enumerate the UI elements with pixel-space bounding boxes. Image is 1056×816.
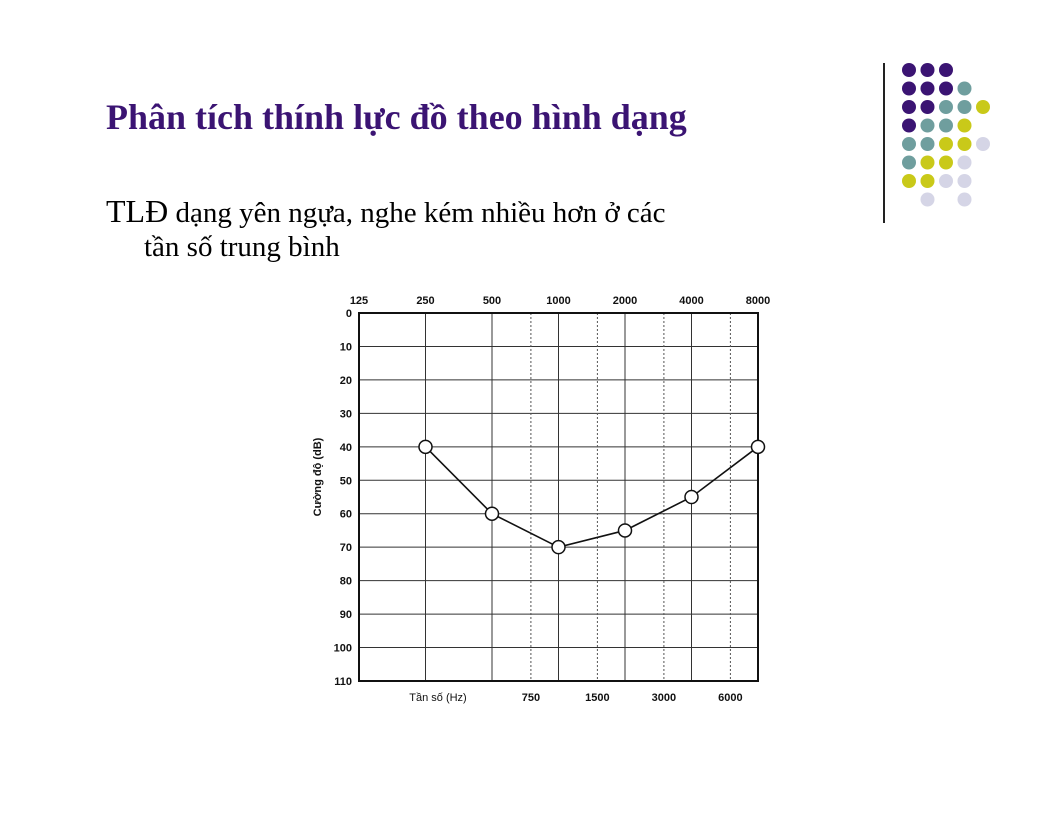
bullet-text-line2: tần số trung bình — [144, 231, 340, 263]
decor-dot — [920, 137, 935, 151]
decor-dot — [976, 100, 990, 114]
y-tick-label: 40 — [340, 442, 352, 454]
decor-dot — [902, 174, 916, 188]
bullet-text: TLĐ dạng yên ngựa, nghe kém nhiều hơn ở … — [106, 194, 806, 264]
decor-dot — [939, 174, 953, 188]
bottom-tick-label: 3000 — [652, 692, 676, 704]
decor-dot — [976, 137, 990, 151]
y-tick-label: 0 — [346, 308, 352, 320]
decor-dot — [920, 192, 935, 207]
plot-frame — [358, 312, 759, 682]
decor-dot — [939, 137, 953, 151]
decor-dot — [902, 137, 916, 151]
y-tick-label: 80 — [340, 576, 352, 588]
data-points — [418, 439, 766, 555]
data-point — [418, 439, 433, 455]
bottom-tick-label: 6000 — [718, 692, 742, 704]
y-tick-label: 90 — [340, 609, 352, 621]
top-tick-label: 4000 — [679, 295, 703, 307]
decor-dot-grid — [902, 63, 990, 207]
data-point — [551, 539, 566, 555]
bullet-text-line1: dạng yên ngựa, nghe kém nhiều hơn ở các — [168, 197, 666, 229]
grid-lines — [359, 313, 758, 681]
decor-dot — [920, 100, 935, 114]
decor-dot — [957, 100, 972, 114]
y-axis-label: Cường độ (dB) — [312, 437, 324, 516]
x-axis-label: Tần số (Hz) — [409, 692, 466, 704]
decor-dot — [902, 81, 916, 96]
top-tick-label: 125 — [350, 295, 368, 307]
decor-dot — [920, 81, 935, 96]
decor-dot — [902, 155, 916, 170]
data-point — [684, 489, 699, 505]
decor-dot — [939, 81, 953, 96]
y-tick-label: 100 — [334, 643, 352, 655]
decor-dot — [920, 63, 935, 77]
decor-divider — [883, 63, 885, 223]
y-tick-label: 110 — [334, 676, 352, 688]
decor-dot — [939, 100, 953, 114]
top-tick-label: 1000 — [546, 295, 570, 307]
y-tick-label: 20 — [340, 375, 352, 387]
slide-title: Phân tích thính lực đồ theo hình dạng — [106, 97, 687, 137]
y-tick-label: 50 — [340, 475, 352, 487]
decor-dot — [902, 118, 916, 133]
y-tick-label: 30 — [340, 408, 352, 420]
decor-dot — [939, 155, 953, 170]
top-tick-label: 8000 — [746, 295, 770, 307]
series-line — [424, 446, 759, 549]
decor-dot — [957, 137, 972, 151]
data-point — [484, 506, 500, 521]
y-tick-label: 10 — [340, 341, 352, 353]
decor-dot — [939, 118, 953, 133]
data-point — [750, 439, 766, 455]
y-tick-label: 60 — [340, 509, 352, 521]
y-tick-label: 70 — [340, 542, 352, 554]
decor-dot — [957, 155, 972, 170]
decor-dot — [920, 155, 935, 170]
decor-dot — [957, 81, 972, 96]
top-tick-label: 250 — [416, 295, 434, 307]
decor-dot — [902, 63, 916, 77]
top-tick-label: 500 — [483, 295, 501, 307]
decor-dot — [957, 118, 972, 133]
bottom-tick-label: 750 — [522, 692, 540, 704]
top-tick-label: 2000 — [613, 295, 637, 307]
data-point — [617, 523, 633, 538]
decor-dot — [902, 100, 916, 114]
decor-dot — [939, 63, 953, 77]
decor-dot — [957, 192, 972, 207]
decor-dot — [920, 174, 935, 188]
bullet-lead: TLĐ — [106, 193, 169, 229]
bottom-tick-label: 1500 — [585, 692, 609, 704]
decor-dot — [920, 118, 935, 133]
tick-labels: 0 10 20 30 40 50 60 70 80 90 100 110 125 250 500 1000 20… — [334, 295, 771, 704]
decor-dot — [957, 174, 972, 188]
